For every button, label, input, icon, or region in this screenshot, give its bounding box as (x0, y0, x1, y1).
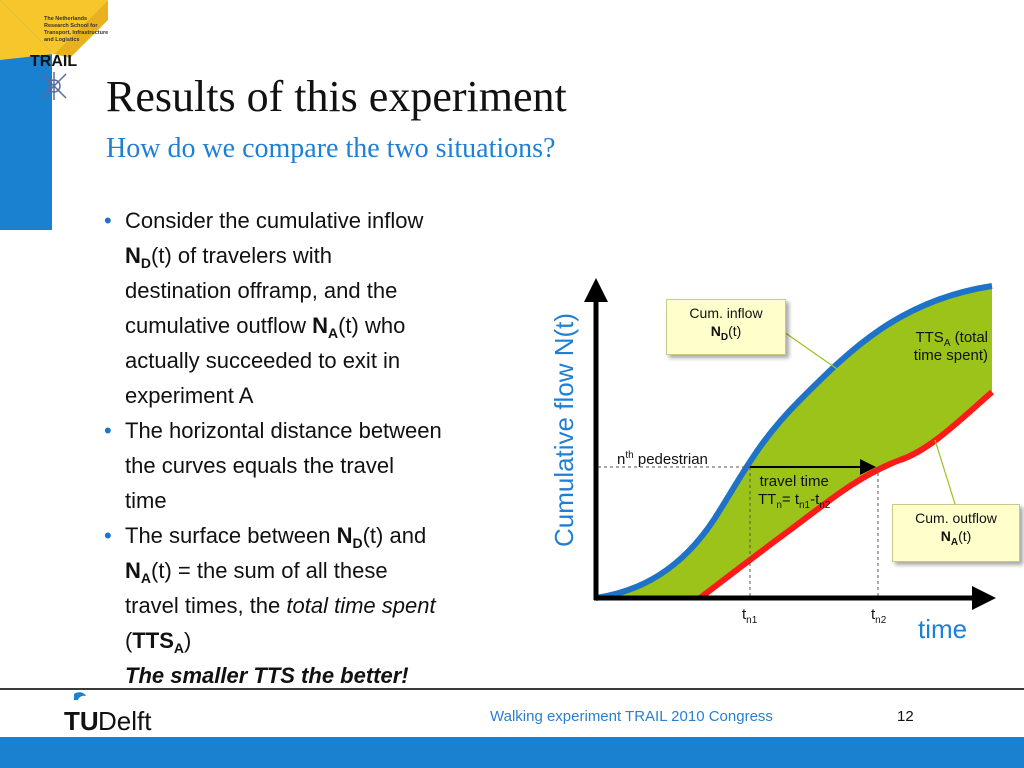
bullet-item: • The surface between ND(t) and NA(t) = … (104, 518, 544, 693)
bullet-item: • The horizontal distance between the cu… (104, 413, 544, 518)
x-axis-label: time (918, 614, 968, 644)
trail-logo: The Netherlands Research School for Tran… (0, 0, 122, 108)
slide-subtitle: How do we compare the two situations? (106, 133, 556, 164)
svg-text:Delft: Delft (98, 706, 152, 735)
outflow-callout: Cum. outflow NA(t) (892, 504, 1020, 562)
svg-text:Research School for: Research School for (44, 23, 98, 29)
tn1-label: tn1 (742, 606, 758, 626)
footer-text: Walking experiment TRAIL 2010 Congress (490, 708, 773, 725)
bullet-list: • Consider the cumulative inflow ND(t) o… (104, 203, 544, 693)
inflow-leader-line (783, 331, 851, 379)
y-axis-label: Cumulative flow N(t) (549, 312, 579, 548)
svg-text:TRAIL: TRAIL (30, 53, 77, 70)
tts-label: TTSA (total time spent) (913, 329, 988, 364)
y-axis-arrow-icon (584, 278, 608, 302)
x-axis-arrow-icon (972, 586, 996, 610)
outflow-curve (698, 389, 994, 601)
emphasis-line: The smaller TTS the better! (125, 663, 409, 688)
inflow-callout: Cum. inflow ND(t) (666, 299, 786, 355)
nth-pedestrian-label: nth pedestrian (617, 450, 708, 468)
travel-time-label: travel time TTn= tn1-tn2 (758, 473, 831, 511)
tudelft-logo: TU Delft (62, 690, 172, 736)
bullet-item: • Consider the cumulative inflow ND(t) o… (104, 203, 544, 413)
svg-text:TU: TU (64, 706, 99, 735)
outflow-leader-line (934, 439, 956, 505)
tn2-label: tn2 (871, 606, 887, 626)
footer-band (0, 737, 1024, 768)
svg-text:and Logistics: and Logistics (44, 37, 79, 43)
footer-divider (0, 688, 1024, 690)
page-number: 12 (897, 708, 914, 725)
svg-text:Transport, Infrastructure: Transport, Infrastructure (44, 30, 108, 36)
slide-title: Results of this experiment (106, 72, 567, 121)
bullet-dot: • (104, 418, 112, 443)
bullet-dot: • (104, 208, 112, 233)
svg-text:The Netherlands: The Netherlands (44, 16, 87, 22)
bullet-dot: • (104, 523, 112, 548)
